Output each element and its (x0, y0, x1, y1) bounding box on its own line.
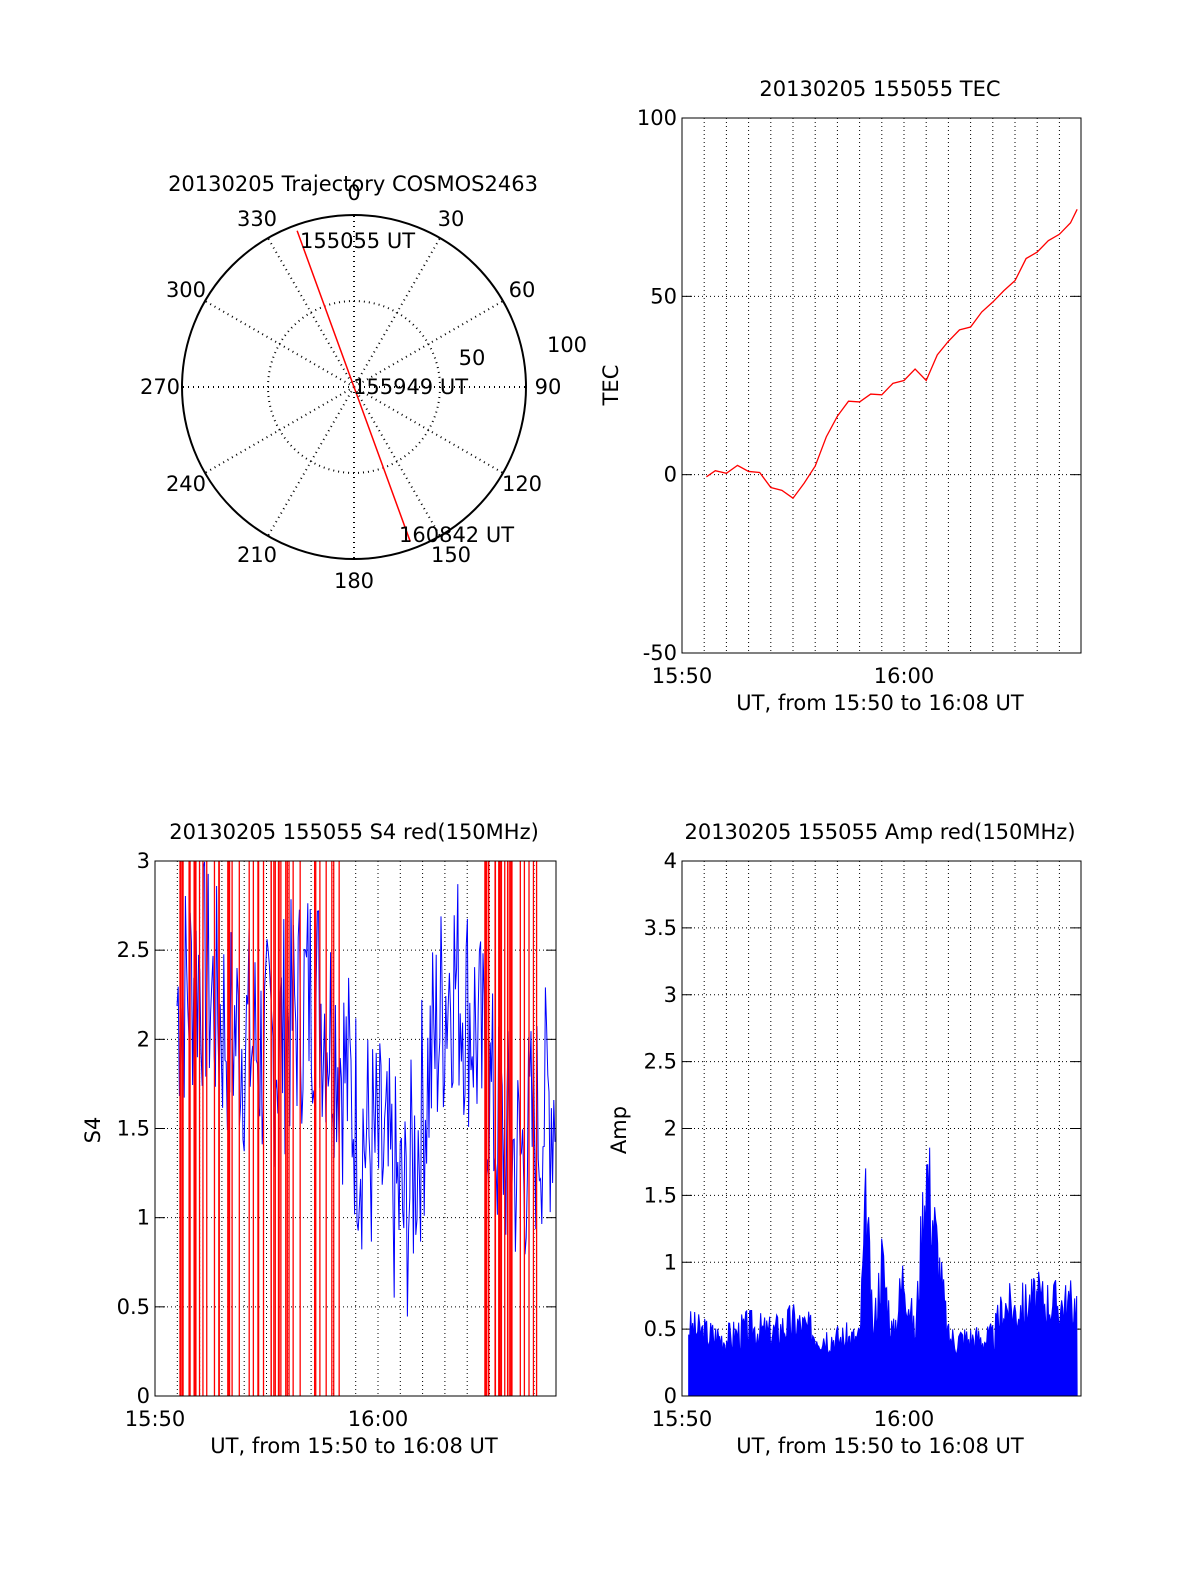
polar-angle-label-60: 60 (509, 278, 536, 302)
polar-ring-100 (181, 214, 527, 560)
amp-y-ticks: 0 0.5 1 1.5 2 2.5 3 3.5 4 (644, 849, 677, 1408)
amp-xlabel: UT, from 15:50 to 16:08 UT (736, 1434, 1024, 1458)
ytick-label-0.5: 0.5 (117, 1295, 150, 1319)
tec-panel: 20130205 155055 TEC TEC UT, from 15:50 t… (599, 77, 1082, 715)
polar-spoke-300 (204, 300, 355, 388)
polar-spoke-30 (353, 237, 441, 388)
polar-spoke-60 (353, 300, 504, 388)
polar-track-line (296, 230, 411, 542)
polar-angle-label-0: 0 (347, 181, 360, 205)
tec-line-0 (706, 209, 1078, 500)
track-mid-label: 155949 UT (353, 375, 468, 399)
s4-y-ticks: 0 0.5 1 1.5 2 2.5 3 (117, 849, 150, 1408)
tec-y-ticks: -50 0 50 100 (637, 106, 677, 665)
polar-angle-label-240: 240 (166, 472, 206, 496)
ytick-label-0.5: 0.5 (644, 1317, 677, 1341)
polar-angle-label-120: 120 (502, 472, 542, 496)
polar-angle-label-300: 300 (166, 278, 206, 302)
radial-label-50: 50 (459, 346, 486, 370)
amp-series (688, 1147, 1078, 1397)
polar-angle-label-180: 180 (334, 569, 374, 593)
ytick-label-0: 0 (664, 463, 677, 487)
polar-angle-label-90: 90 (535, 375, 562, 399)
polar-angle-label-150: 150 (431, 543, 471, 567)
amp-xtick-1550: 15:50 (652, 1407, 713, 1431)
amp-ylabel: Amp (607, 1106, 631, 1154)
ytick-label-50: 50 (650, 284, 677, 308)
polar-angle-label-330: 330 (237, 207, 277, 231)
ytick-label-1.5: 1.5 (644, 1183, 677, 1207)
ytick-label-4: 4 (664, 849, 677, 873)
radial-label-100: 100 (547, 333, 587, 357)
polar-spoke-210 (267, 386, 355, 537)
polar-angle-label-30: 30 (438, 207, 465, 231)
ytick-label-3.5: 3.5 (644, 916, 677, 940)
tec-xtick-1550: 15:50 (652, 664, 713, 688)
ytick-label-100: 100 (637, 106, 677, 130)
tec-frame (681, 117, 1082, 654)
polar-spoke-330 (267, 237, 355, 388)
s4-blue-line (176, 861, 556, 1317)
ytick-label-1: 1 (137, 1206, 150, 1230)
s4-series (176, 861, 556, 1396)
ytick-label-2: 2 (137, 1027, 150, 1051)
trajectory-title: 20130205 Trajectory COSMOS2463 (168, 172, 538, 196)
polar-spoke-240 (204, 386, 355, 474)
ytick-label-3: 3 (137, 849, 150, 873)
polar-spoke-150 (353, 386, 441, 537)
ytick-label-2: 2 (664, 1117, 677, 1141)
ytick-label-2.5: 2.5 (117, 938, 150, 962)
ytick-label-3: 3 (664, 983, 677, 1007)
amp-area (688, 1147, 1078, 1397)
s4-title: 20130205 155055 S4 red(150MHz) (169, 820, 539, 844)
polar-spoke-120 (353, 386, 504, 474)
s4-frame (154, 860, 557, 1397)
s4-xtick-1600: 16:00 (348, 1407, 409, 1431)
tec-title: 20130205 155055 TEC (759, 77, 1000, 101)
polar-grid: 0 30 60 90 120 150 180 210 240 270 300 330 (140, 181, 561, 593)
s4-ylabel: S4 (81, 1117, 105, 1144)
s4-panel: 20130205 155055 S4 red(150MHz) S4 UT, fr… (81, 820, 557, 1458)
track-start-label: 155055 UT (300, 229, 415, 253)
ytick-label-0: 0 (137, 1384, 150, 1408)
track-end-label: 160842 UT (399, 523, 514, 547)
polar-angle-label-210: 210 (237, 543, 277, 567)
trajectory-panel: 20130205 Trajectory COSMOS2463 0 30 60 90 12… (140, 172, 587, 593)
amp-title: 20130205 155055 Amp red(150MHz) (684, 820, 1075, 844)
amp-panel: 20130205 155055 Amp red(150MHz) Amp UT, … (607, 820, 1082, 1458)
ytick-label-1.5: 1.5 (117, 1117, 150, 1141)
tec-xtick-1600: 16:00 (874, 664, 935, 688)
s4-xlabel: UT, from 15:50 to 16:08 UT (210, 1434, 498, 1458)
tec-grid (682, 117, 1081, 654)
tec-ylabel: TEC (599, 365, 623, 407)
ytick-label-2.5: 2.5 (644, 1050, 677, 1074)
polar-angle-label-270: 270 (140, 375, 180, 399)
amp-frame (681, 860, 1082, 1397)
polar-track (296, 230, 411, 542)
ytick-label-1: 1 (664, 1250, 677, 1274)
ytick-label--50: -50 (643, 641, 677, 665)
tec-xlabel: UT, from 15:50 to 16:08 UT (736, 691, 1024, 715)
tec-series (706, 209, 1078, 500)
ytick-label-0: 0 (664, 1384, 677, 1408)
amp-xtick-1600: 16:00 (874, 1407, 935, 1431)
s4-xtick-1550: 15:50 (125, 1407, 186, 1431)
